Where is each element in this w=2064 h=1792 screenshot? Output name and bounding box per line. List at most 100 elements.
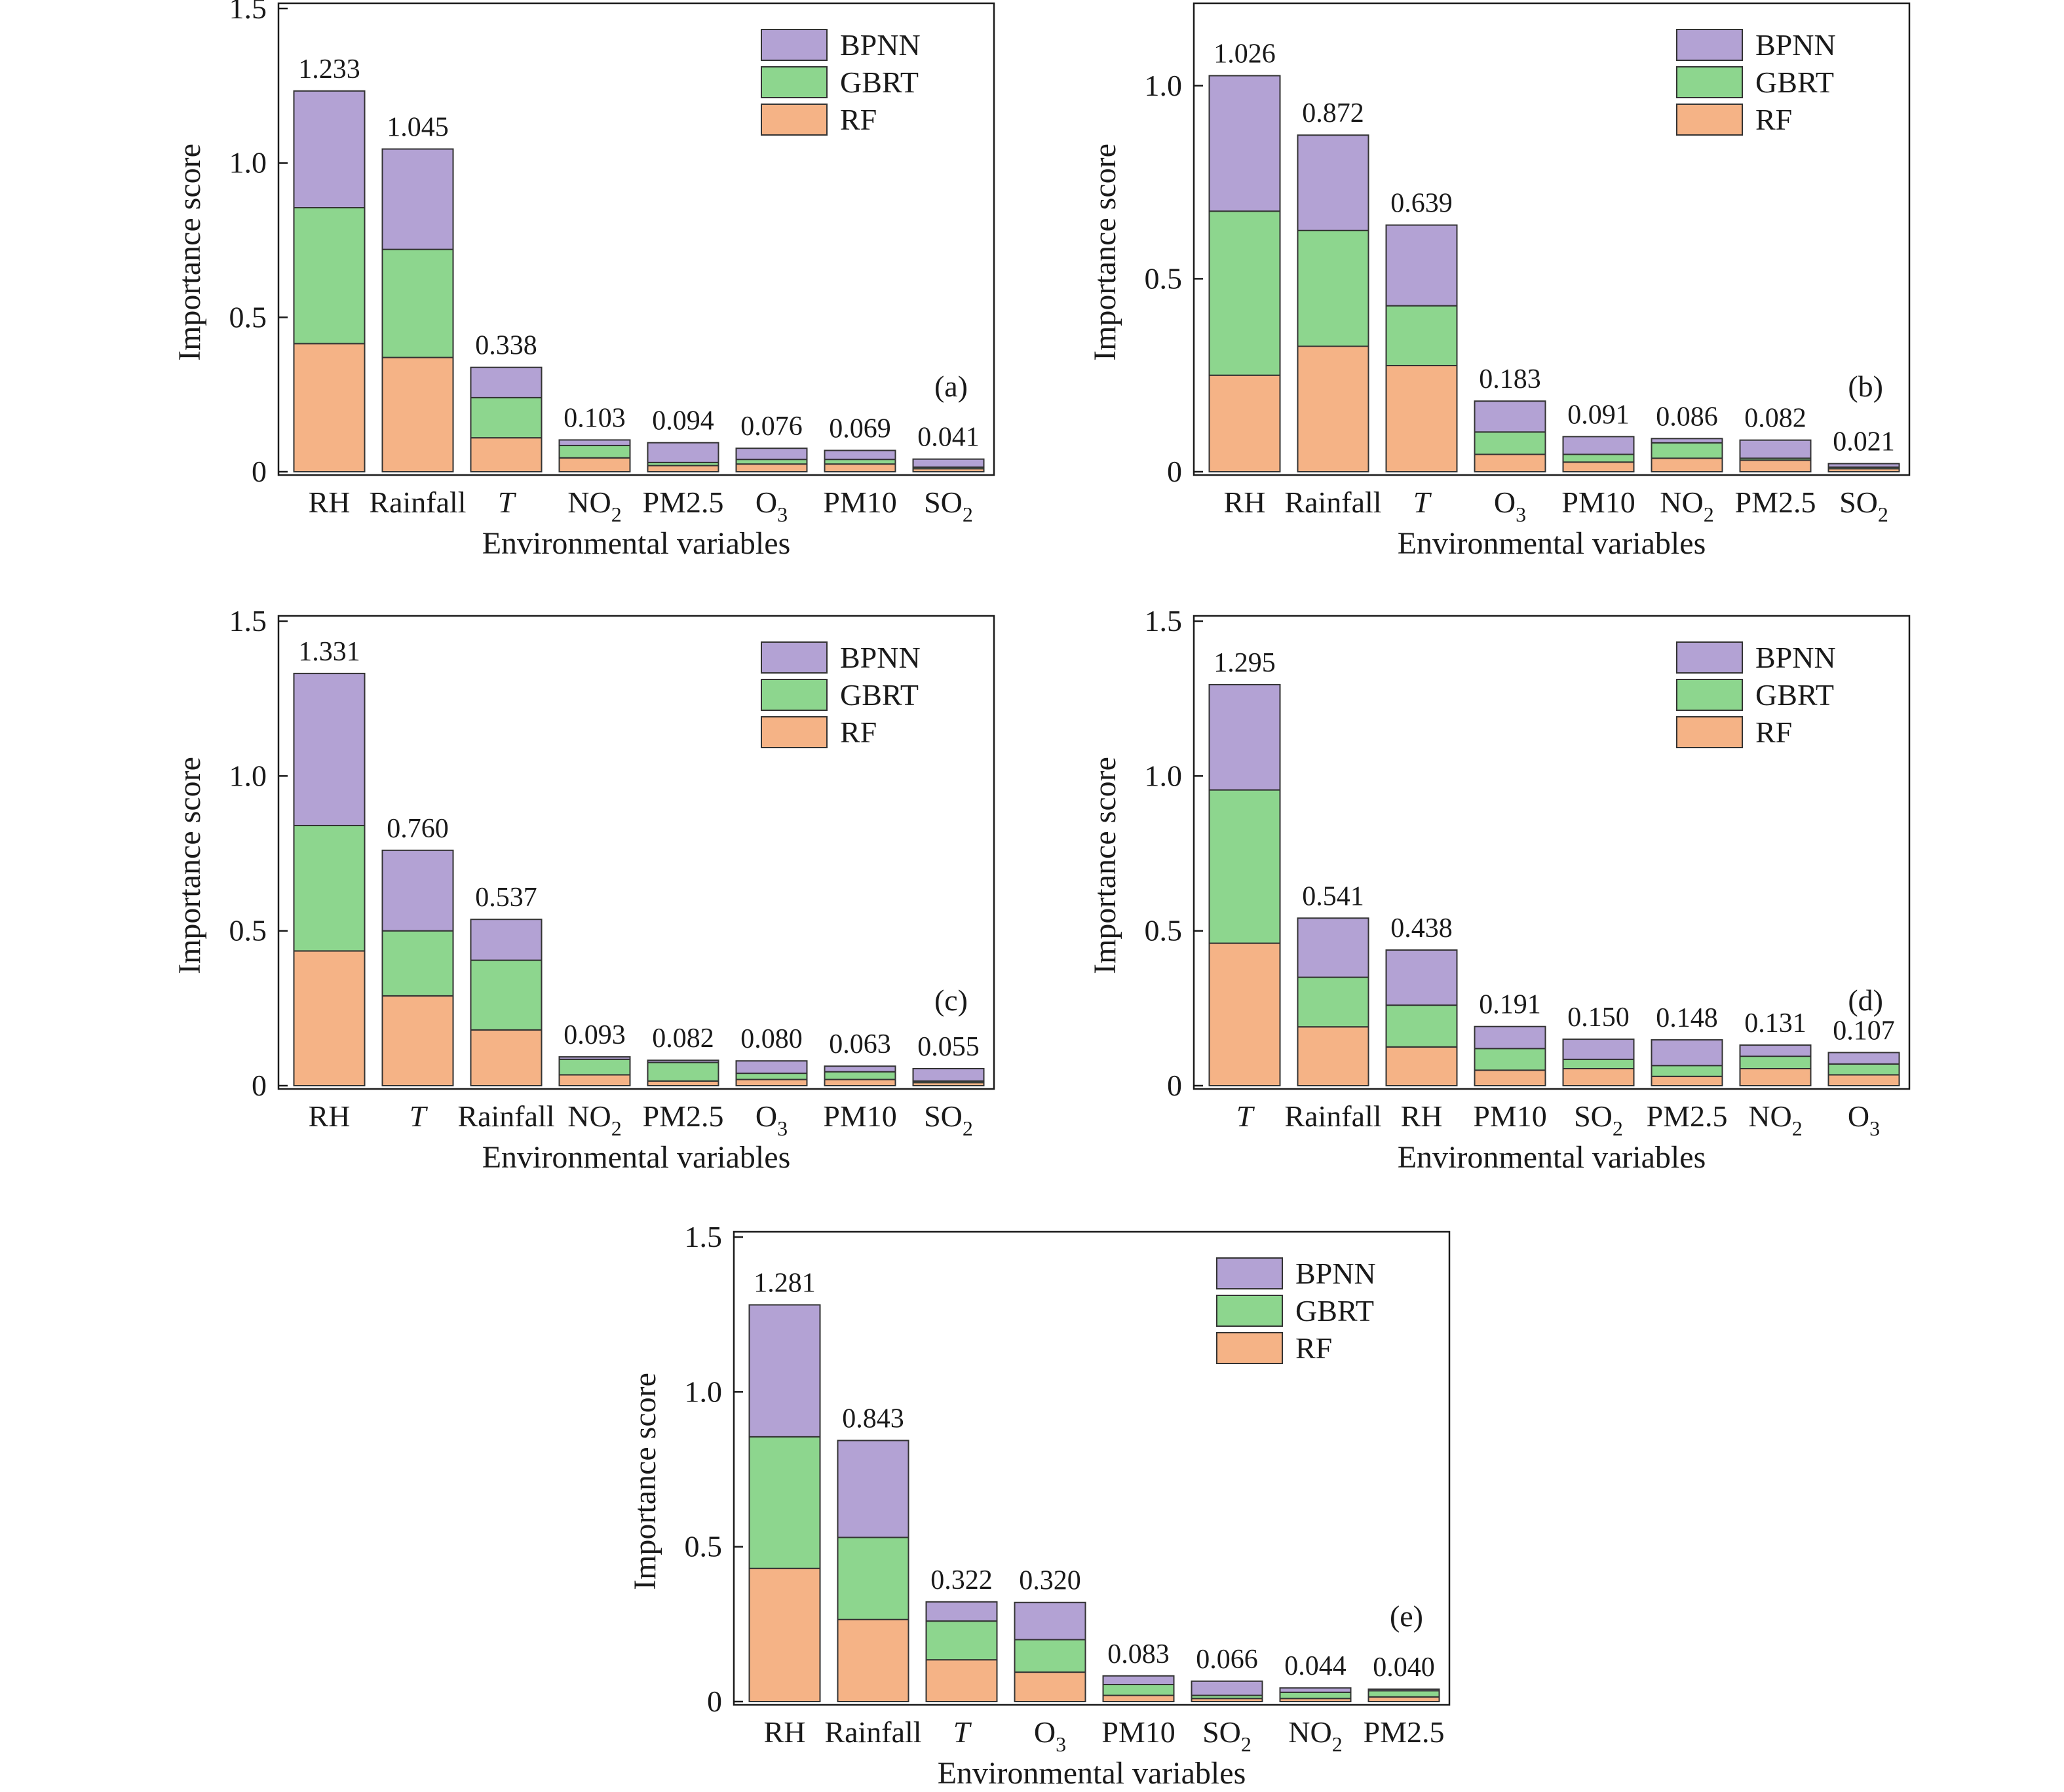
bar-segment-rf: [558, 457, 631, 472]
y-tick-label: 1.0: [1145, 69, 1183, 102]
bar-segment-rf: [837, 1618, 909, 1703]
x-tick-label-base: T: [1236, 1099, 1255, 1133]
bar-segment-bpnn: [735, 448, 808, 461]
bar-total-label: 0.055: [917, 1032, 980, 1062]
bar-total-label: 0.082: [1744, 404, 1806, 434]
bar-total-label: 0.107: [1833, 1016, 1895, 1046]
x-tick-label-base: O: [755, 1099, 777, 1133]
x-tick-label-subscript: 2: [1332, 1732, 1343, 1756]
y-axis-title: Importance score: [1088, 757, 1122, 974]
legend-swatch-bpnn: [1676, 641, 1743, 674]
x-tick-label-base: PM10: [1473, 1099, 1546, 1133]
x-tick-label: O3: [755, 1099, 788, 1140]
bar-total-label: 1.026: [1214, 39, 1276, 69]
bar-segment-bpnn: [912, 458, 985, 468]
x-tick-label-base: SO: [924, 1099, 963, 1133]
x-tick-label: T: [410, 1099, 429, 1133]
bar-total-label: 0.843: [842, 1404, 904, 1434]
x-axis-title: Environmental variables: [1398, 526, 1706, 561]
x-tick-label-subscript: 2: [1878, 503, 1888, 526]
bar-segment-rf: [470, 437, 543, 472]
x-tick-label-base: SO: [924, 486, 963, 519]
x-tick-label: SO2: [924, 486, 973, 526]
bar-segment-gbrt: [1102, 1684, 1175, 1696]
bar-segment-bpnn: [647, 1059, 719, 1063]
x-tick-label: T: [498, 486, 517, 519]
legend-swatch-gbrt: [1676, 66, 1743, 98]
bar-segment-gbrt: [470, 959, 543, 1031]
chart-panel: 0 0.5 1.0 1.5 Importance score Environmental …: [172, 604, 995, 1175]
x-tick-label: O3: [1034, 1715, 1066, 1756]
x-tick-label-base: SO: [1839, 486, 1878, 519]
x-tick-label-base: PM10: [823, 1099, 896, 1133]
x-tick-label-base: O: [1848, 1099, 1869, 1133]
bar-segment-gbrt: [470, 396, 543, 439]
y-tick-label: 0.5: [685, 1530, 723, 1563]
bar-total-label: 0.069: [829, 413, 891, 444]
x-tick-label: PM2.5: [1735, 486, 1816, 519]
bar-segment-gbrt: [1474, 1048, 1546, 1071]
bar-segment-rf: [381, 356, 454, 473]
bar-segment-gbrt: [1562, 1058, 1635, 1070]
bar-segment-bpnn: [1279, 1687, 1352, 1693]
x-tick-label: NO2: [567, 486, 621, 526]
bar-segment-bpnn: [1208, 75, 1281, 212]
x-tick-label: NO2: [1288, 1715, 1342, 1756]
x-tick-label: O3: [1848, 1099, 1880, 1140]
x-tick-label: PM10: [823, 486, 896, 519]
bar-segment-rf: [925, 1659, 998, 1702]
bar-segment-gbrt: [925, 1620, 998, 1661]
bar-segment-rf: [824, 1078, 896, 1086]
bar-segment-gbrt: [293, 207, 366, 345]
bar-segment-gbrt: [1279, 1691, 1352, 1700]
bar-total-label: 0.760: [387, 814, 449, 844]
x-tick-label-base: RH: [1401, 1099, 1443, 1133]
x-tick-label-subscript: 2: [1792, 1116, 1803, 1140]
bar-total-label: 0.040: [1373, 1652, 1435, 1683]
x-tick-label-base: PM10: [823, 486, 896, 519]
bar-segment-bpnn: [824, 1065, 896, 1073]
x-tick-label: RH: [1401, 1099, 1443, 1133]
x-tick-label-subscript: 3: [1516, 503, 1526, 526]
bar-segment-rf: [1739, 1068, 1812, 1086]
x-tick-label: Rainfall: [457, 1099, 554, 1133]
x-tick-label: T: [1413, 486, 1432, 519]
bar-segment-bpnn: [1739, 1044, 1812, 1058]
x-tick-label: RH: [764, 1715, 806, 1749]
legend-label: GBRT: [1755, 66, 1834, 99]
plot-frame: [733, 1230, 1451, 1706]
bar-segment-bpnn: [558, 1056, 631, 1060]
x-tick-label: PM2.5: [1647, 1099, 1728, 1133]
bar-segment-gbrt: [293, 824, 366, 952]
bar-segment-rf: [824, 463, 896, 473]
bar-segment-bpnn: [293, 90, 366, 209]
legend-label: RF: [840, 715, 877, 749]
x-tick-label: PM10: [1561, 486, 1635, 519]
bar-segment-gbrt: [735, 1073, 808, 1080]
bar-segment-bpnn: [1208, 683, 1281, 791]
bar-segment-rf: [293, 343, 366, 472]
bar-segment-bpnn: [1385, 949, 1458, 1006]
x-tick-label-subscript: 3: [1056, 1732, 1066, 1756]
legend-swatch-gbrt: [761, 679, 828, 711]
bar-segment-rf: [1474, 453, 1546, 472]
bar-segment-gbrt: [381, 930, 454, 997]
legend-label: BPNN: [840, 28, 921, 62]
x-tick-label-base: T: [1413, 486, 1432, 519]
bar-segment-rf: [1385, 364, 1458, 473]
y-axis-title: Importance score: [172, 757, 207, 974]
legend-label: BPNN: [1755, 28, 1836, 62]
x-tick-label-base: O: [1494, 486, 1516, 519]
legend-swatch-bpnn: [761, 641, 828, 674]
x-tick-label: PM2.5: [643, 486, 724, 519]
x-tick-label-subscript: 2: [1704, 503, 1714, 526]
bar-total-label: 0.320: [1019, 1566, 1081, 1596]
bar-total-label: 1.233: [298, 54, 360, 85]
bar-total-label: 1.331: [298, 637, 360, 667]
bar-segment-rf: [1651, 457, 1723, 472]
bar-total-label: 0.131: [1744, 1008, 1806, 1039]
legend-label: GBRT: [1295, 1294, 1374, 1327]
bar-segment-gbrt: [558, 444, 631, 459]
x-tick-label-base: Rainfall: [457, 1099, 554, 1133]
